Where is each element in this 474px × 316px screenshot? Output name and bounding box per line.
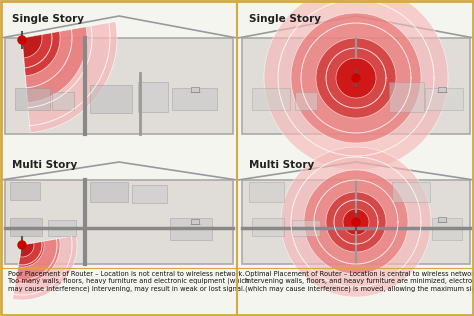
Bar <box>15 88 50 110</box>
Polygon shape <box>336 58 376 98</box>
Bar <box>242 38 470 134</box>
Bar <box>252 88 290 110</box>
Bar <box>52 92 74 110</box>
Text: Poor Placement of Router – Location is not central to wireless network.
Too many: Poor Placement of Router – Location is n… <box>8 271 249 292</box>
Bar <box>425 88 463 110</box>
Polygon shape <box>316 38 396 118</box>
Circle shape <box>18 241 26 249</box>
Polygon shape <box>264 0 448 170</box>
Polygon shape <box>20 243 34 257</box>
Polygon shape <box>326 192 386 252</box>
Polygon shape <box>15 238 60 283</box>
Bar <box>389 82 424 112</box>
Bar <box>242 180 470 264</box>
Polygon shape <box>22 21 117 133</box>
Polygon shape <box>22 34 42 58</box>
Circle shape <box>18 36 26 44</box>
Text: Single Story: Single Story <box>249 14 321 24</box>
Text: Single Story: Single Story <box>12 14 84 24</box>
Text: Optimal Placement of Router – Location is central to wireless network.
Interveni: Optimal Placement of Router – Location i… <box>245 271 474 291</box>
Bar <box>252 218 284 236</box>
Polygon shape <box>281 147 431 297</box>
Bar <box>438 87 446 92</box>
Text: Multi Story: Multi Story <box>12 160 77 170</box>
Bar <box>172 88 217 110</box>
Bar <box>170 218 212 240</box>
Bar <box>432 218 462 240</box>
Polygon shape <box>291 13 421 143</box>
Circle shape <box>352 74 360 82</box>
Bar <box>10 182 40 200</box>
Bar <box>138 82 168 112</box>
Bar <box>392 182 430 202</box>
Bar <box>10 218 42 236</box>
Bar <box>292 220 320 236</box>
Bar <box>249 182 284 202</box>
Bar <box>48 220 76 236</box>
Bar <box>90 85 132 113</box>
Polygon shape <box>18 241 44 267</box>
Polygon shape <box>22 27 87 103</box>
Polygon shape <box>22 31 60 76</box>
Bar <box>90 182 128 202</box>
Bar <box>5 38 233 134</box>
Bar <box>295 92 317 110</box>
Text: Multi Story: Multi Story <box>249 160 314 170</box>
Polygon shape <box>343 209 369 235</box>
Polygon shape <box>12 235 77 300</box>
Bar <box>191 219 199 224</box>
Bar <box>191 87 199 92</box>
Bar <box>5 180 233 264</box>
Bar <box>438 217 446 222</box>
Circle shape <box>352 218 360 226</box>
Polygon shape <box>304 170 408 274</box>
Bar <box>132 185 167 203</box>
